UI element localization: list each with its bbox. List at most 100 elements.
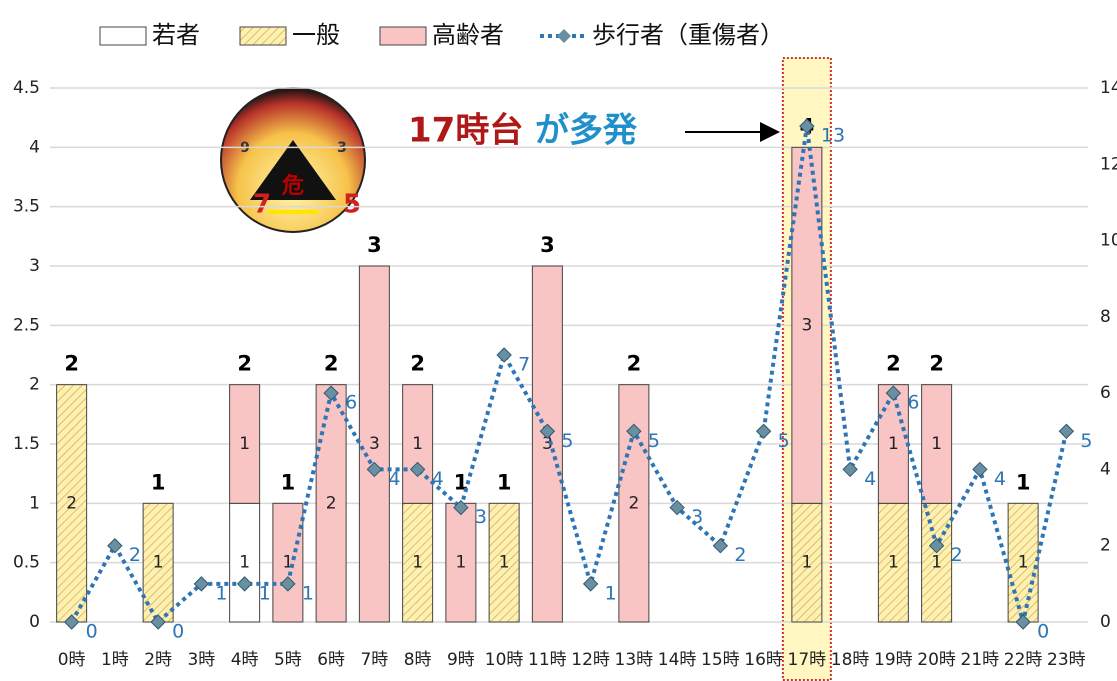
line-label: 1: [259, 582, 271, 604]
bar-segment: [402, 502, 434, 623]
line-label: 6: [345, 392, 357, 414]
clock-label: 7: [253, 190, 271, 220]
y2-tick-label: 0: [1100, 612, 1111, 632]
x-tick-label: 19時: [874, 650, 913, 670]
legend-label: 若者: [152, 21, 200, 49]
line-label: 6: [907, 392, 919, 414]
total-label: 2: [64, 352, 79, 376]
line-marker: [323, 385, 339, 401]
bar-segment: [488, 502, 520, 623]
y-tick-label: 2.5: [13, 315, 40, 335]
line-marker: [972, 461, 988, 478]
y-tick-label: 1: [29, 493, 40, 513]
line-label: 5: [648, 430, 660, 452]
total-label: 2: [410, 352, 425, 376]
segment-label: 1: [801, 553, 812, 573]
segment-label: 1: [239, 434, 250, 454]
x-tick-label: 13時: [615, 650, 654, 670]
total-label: 3: [367, 233, 382, 257]
total-label: 2: [237, 352, 252, 376]
bar-segment: [877, 384, 909, 504]
legend-swatch: [379, 26, 427, 46]
line-label: 1: [605, 582, 617, 604]
x-tick-label: 4時: [231, 650, 259, 670]
total-label: 3: [540, 233, 555, 257]
x-tick-label: 14時: [658, 650, 697, 670]
y-tick-label: 4.5: [13, 78, 40, 98]
line-marker: [453, 499, 469, 516]
x-tick-label: 18時: [831, 650, 870, 670]
x-tick-label: 17時: [788, 650, 827, 670]
line-marker: [280, 576, 296, 592]
y-tick-label: 4: [29, 137, 40, 157]
segment-label: 3: [542, 434, 553, 454]
line-marker: [107, 538, 123, 554]
line-marker: [928, 538, 945, 554]
x-tick-label: 3時: [187, 650, 215, 670]
x-tick-label: 10時: [485, 650, 524, 670]
line-marker: [842, 461, 858, 478]
total-label: 1: [497, 470, 512, 494]
line-label: 5: [1080, 430, 1092, 452]
line-marker: [150, 614, 166, 630]
y-tick-label: 3: [29, 256, 40, 276]
line-marker: [885, 385, 902, 401]
line-label: 5: [561, 430, 573, 452]
segment-label: 3: [369, 434, 380, 454]
segment-label: 1: [931, 434, 942, 454]
line-marker: [1058, 423, 1075, 439]
segment-label: 1: [282, 553, 293, 573]
line-marker: [409, 461, 426, 478]
line-label: 4: [864, 468, 876, 490]
line-marker: [1015, 614, 1031, 630]
y2-tick-label: 8: [1100, 307, 1111, 327]
bar-segment: [229, 384, 261, 504]
segment-label: 1: [888, 434, 899, 454]
bar-segment: [358, 265, 390, 623]
line-label: 4: [432, 468, 444, 490]
x-tick-label: 8時: [404, 650, 432, 670]
line-marker: [63, 614, 80, 630]
line-marker: [582, 576, 599, 592]
segment-label: 1: [412, 553, 423, 573]
legend-swatch: [239, 26, 287, 46]
segment-label: 2: [628, 493, 639, 513]
line-label: 13: [821, 125, 845, 147]
line-marker: [669, 499, 685, 516]
annotation: が多発: [535, 111, 638, 151]
legend-swatch: [99, 26, 147, 46]
total-label: 2: [929, 352, 944, 376]
x-tick-label: 20時: [917, 650, 956, 670]
line-label: 5: [778, 430, 790, 452]
line-label: 3: [691, 506, 703, 528]
x-tick-label: 5時: [274, 650, 302, 670]
segment-label: 1: [1018, 553, 1029, 573]
y2-tick-label: 12: [1100, 154, 1117, 174]
x-tick-label: 9時: [447, 650, 475, 670]
y-tick-label: 0.5: [13, 553, 40, 573]
bar-segment: [921, 502, 953, 623]
segment-label: 1: [931, 553, 942, 573]
x-tick-label: 6時: [317, 650, 345, 670]
line-marker: [366, 461, 383, 478]
line-label: 4: [994, 468, 1006, 490]
line-marker: [539, 423, 556, 439]
x-tick-label: 0時: [58, 650, 86, 670]
segment-label: 1: [412, 434, 423, 454]
line-label: 7: [518, 354, 530, 376]
legend-label: 高齢者: [432, 21, 504, 49]
line-label: 0: [86, 621, 98, 643]
segment-label: 2: [66, 493, 77, 513]
line-marker: [236, 576, 253, 592]
x-tick-label: 22時: [1004, 650, 1043, 670]
bar-segment: [56, 384, 88, 623]
x-tick-label: 16時: [744, 650, 783, 670]
bar-segment: [877, 502, 909, 623]
clock-label: 危: [282, 173, 304, 199]
line-label: 1: [215, 582, 227, 604]
y-tick-label: 2: [29, 375, 40, 395]
y2-tick-label: 14: [1100, 78, 1117, 98]
legend-label: 歩行者（重傷者）: [592, 21, 784, 49]
y2-tick-label: 4: [1100, 459, 1111, 479]
